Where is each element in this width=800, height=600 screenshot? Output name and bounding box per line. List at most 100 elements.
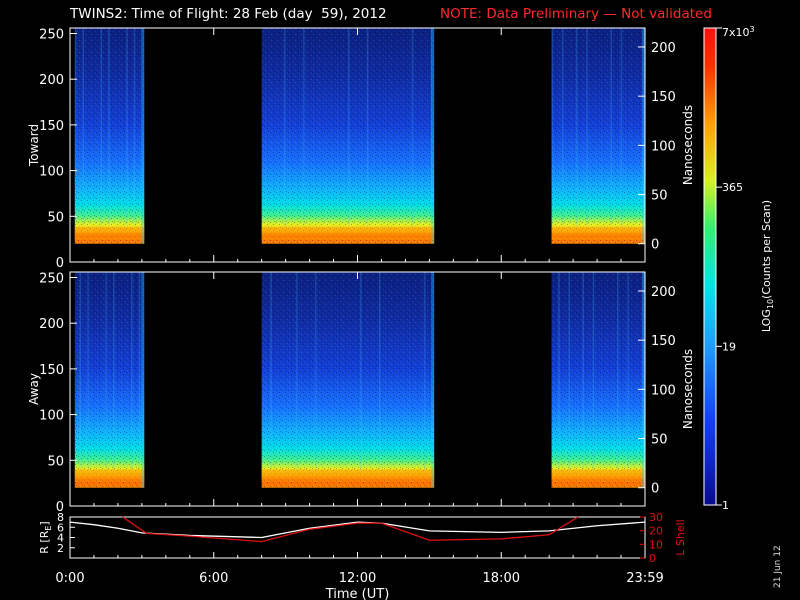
spectrogram-noise: [261, 272, 435, 488]
peak-band: [74, 227, 145, 241]
y-tick-label: 50: [47, 210, 64, 225]
streak: [620, 28, 623, 226]
y2-tick-label: 200: [651, 41, 676, 56]
orbit-y2-label: L Shell: [674, 519, 687, 555]
y-tick-label: 100: [39, 165, 64, 180]
y-tick-label: 0: [56, 256, 64, 271]
streak: [74, 28, 77, 226]
peak-band: [261, 227, 435, 241]
streak: [131, 272, 133, 470]
spectrogram-noise: [551, 272, 645, 488]
colorbar-tick-sup: 3: [750, 25, 755, 34]
peak-band: [261, 469, 435, 483]
streak: [87, 272, 89, 470]
spectrogram-noise: [74, 28, 145, 244]
streak: [108, 28, 110, 226]
streak: [575, 28, 578, 226]
x-tick-label: 6:00: [199, 571, 228, 586]
colorbar-frame: [703, 27, 717, 506]
y2-tick-label: 50: [651, 189, 668, 204]
colorbar: 7x103 365 19 1 LOG10(Counts per Scan): [703, 25, 775, 512]
streak: [270, 272, 272, 470]
streak: [411, 28, 414, 226]
block-edge: [141, 272, 145, 488]
streak: [113, 272, 115, 470]
streak: [284, 28, 286, 226]
orbit-y-tick-label: 2: [57, 542, 64, 555]
y2-tick-label: 100: [651, 139, 676, 154]
colorbar-tick-label: 7x103: [722, 25, 755, 39]
streak: [79, 272, 82, 470]
y-tick-label: 150: [39, 363, 64, 378]
lshell-line: [122, 516, 579, 543]
colorbar-tick-label: 19: [722, 340, 736, 353]
streak: [378, 272, 381, 470]
streak: [315, 272, 317, 470]
colorbar-gradient: [704, 28, 716, 505]
y2-tick-label: 0: [651, 482, 659, 497]
colorbar-tick-text: 365: [722, 181, 743, 194]
block-edge: [431, 272, 435, 488]
streak: [582, 272, 584, 470]
chart-note: NOTE: Data Preliminary — Not validated: [440, 6, 712, 22]
x-tick-label: 12:00: [339, 571, 376, 586]
spectrogram-noise: [551, 28, 645, 244]
streak: [359, 272, 362, 470]
block-edge: [642, 272, 645, 488]
y-axis-label: Toward: [27, 124, 41, 167]
y2-tick-label: 50: [651, 433, 668, 448]
radius-line: [69, 521, 646, 539]
orbit-y2-tick-label: 30: [649, 511, 663, 524]
y-tick-label: 250: [39, 27, 64, 42]
y-tick-label: 150: [39, 119, 64, 134]
orbit-y2-tick-label: 10: [649, 538, 663, 551]
y2-tick-label: 150: [651, 90, 676, 105]
y-axis-label: Away: [27, 373, 41, 405]
y2-axis-label: Nanoseconds: [681, 349, 695, 429]
orbit-y-label-text: R [R: [38, 530, 51, 553]
orbit-y2-tick-label: 20: [649, 525, 663, 538]
streak: [430, 28, 433, 226]
colorbar-tick-text: 1: [722, 499, 729, 512]
y-tick-label: 50: [47, 454, 64, 469]
streak: [100, 28, 102, 226]
colorbar-tick-text: 7x10: [722, 26, 750, 39]
y2-axis-label: Nanoseconds: [681, 105, 695, 185]
y2-tick-label: 100: [651, 383, 676, 398]
streak: [303, 28, 305, 226]
x-axis-label: Time (UT): [325, 587, 390, 600]
spectrogram-noise: [261, 28, 435, 244]
peak-band: [551, 469, 645, 483]
streak: [568, 272, 570, 470]
streak: [627, 272, 629, 470]
orbit-y-label: R [RE]: [38, 521, 53, 553]
peak-band: [74, 469, 145, 483]
streak: [610, 28, 612, 226]
panel-toward: 0 50 100 150 200 250 0 50 100 150 200 Toward Nanosec…: [27, 27, 695, 271]
peak-band: [551, 227, 645, 241]
streak: [561, 28, 564, 226]
chart-title: TWINS2: Time of Flight: 28 Feb (day 59),…: [70, 6, 387, 22]
y-tick-label: 200: [39, 317, 64, 332]
colorbar-label: LOG10(Counts per Scan): [760, 200, 775, 332]
block-edge: [642, 28, 645, 244]
streak: [347, 28, 350, 226]
streak: [592, 272, 595, 470]
orbit-y-tick-label: 8: [57, 511, 64, 524]
orbit-y-tick-label: 6: [57, 521, 64, 534]
streak: [82, 28, 84, 226]
streak: [133, 28, 136, 226]
orbit-y2-tick-label: 0: [649, 552, 656, 565]
x-tick-label: 18:00: [483, 571, 520, 586]
y-tick-label: 0: [56, 500, 64, 515]
orbit-frame: [69, 516, 646, 559]
spectrogram-noise: [74, 272, 145, 488]
streak: [551, 28, 554, 226]
streak: [105, 272, 107, 470]
y2-tick-label: 200: [651, 285, 676, 300]
x-tick-label: 23:59: [626, 571, 663, 586]
streak: [586, 28, 588, 226]
colorbar-tick-label: 1: [722, 499, 729, 512]
streak: [616, 272, 619, 470]
